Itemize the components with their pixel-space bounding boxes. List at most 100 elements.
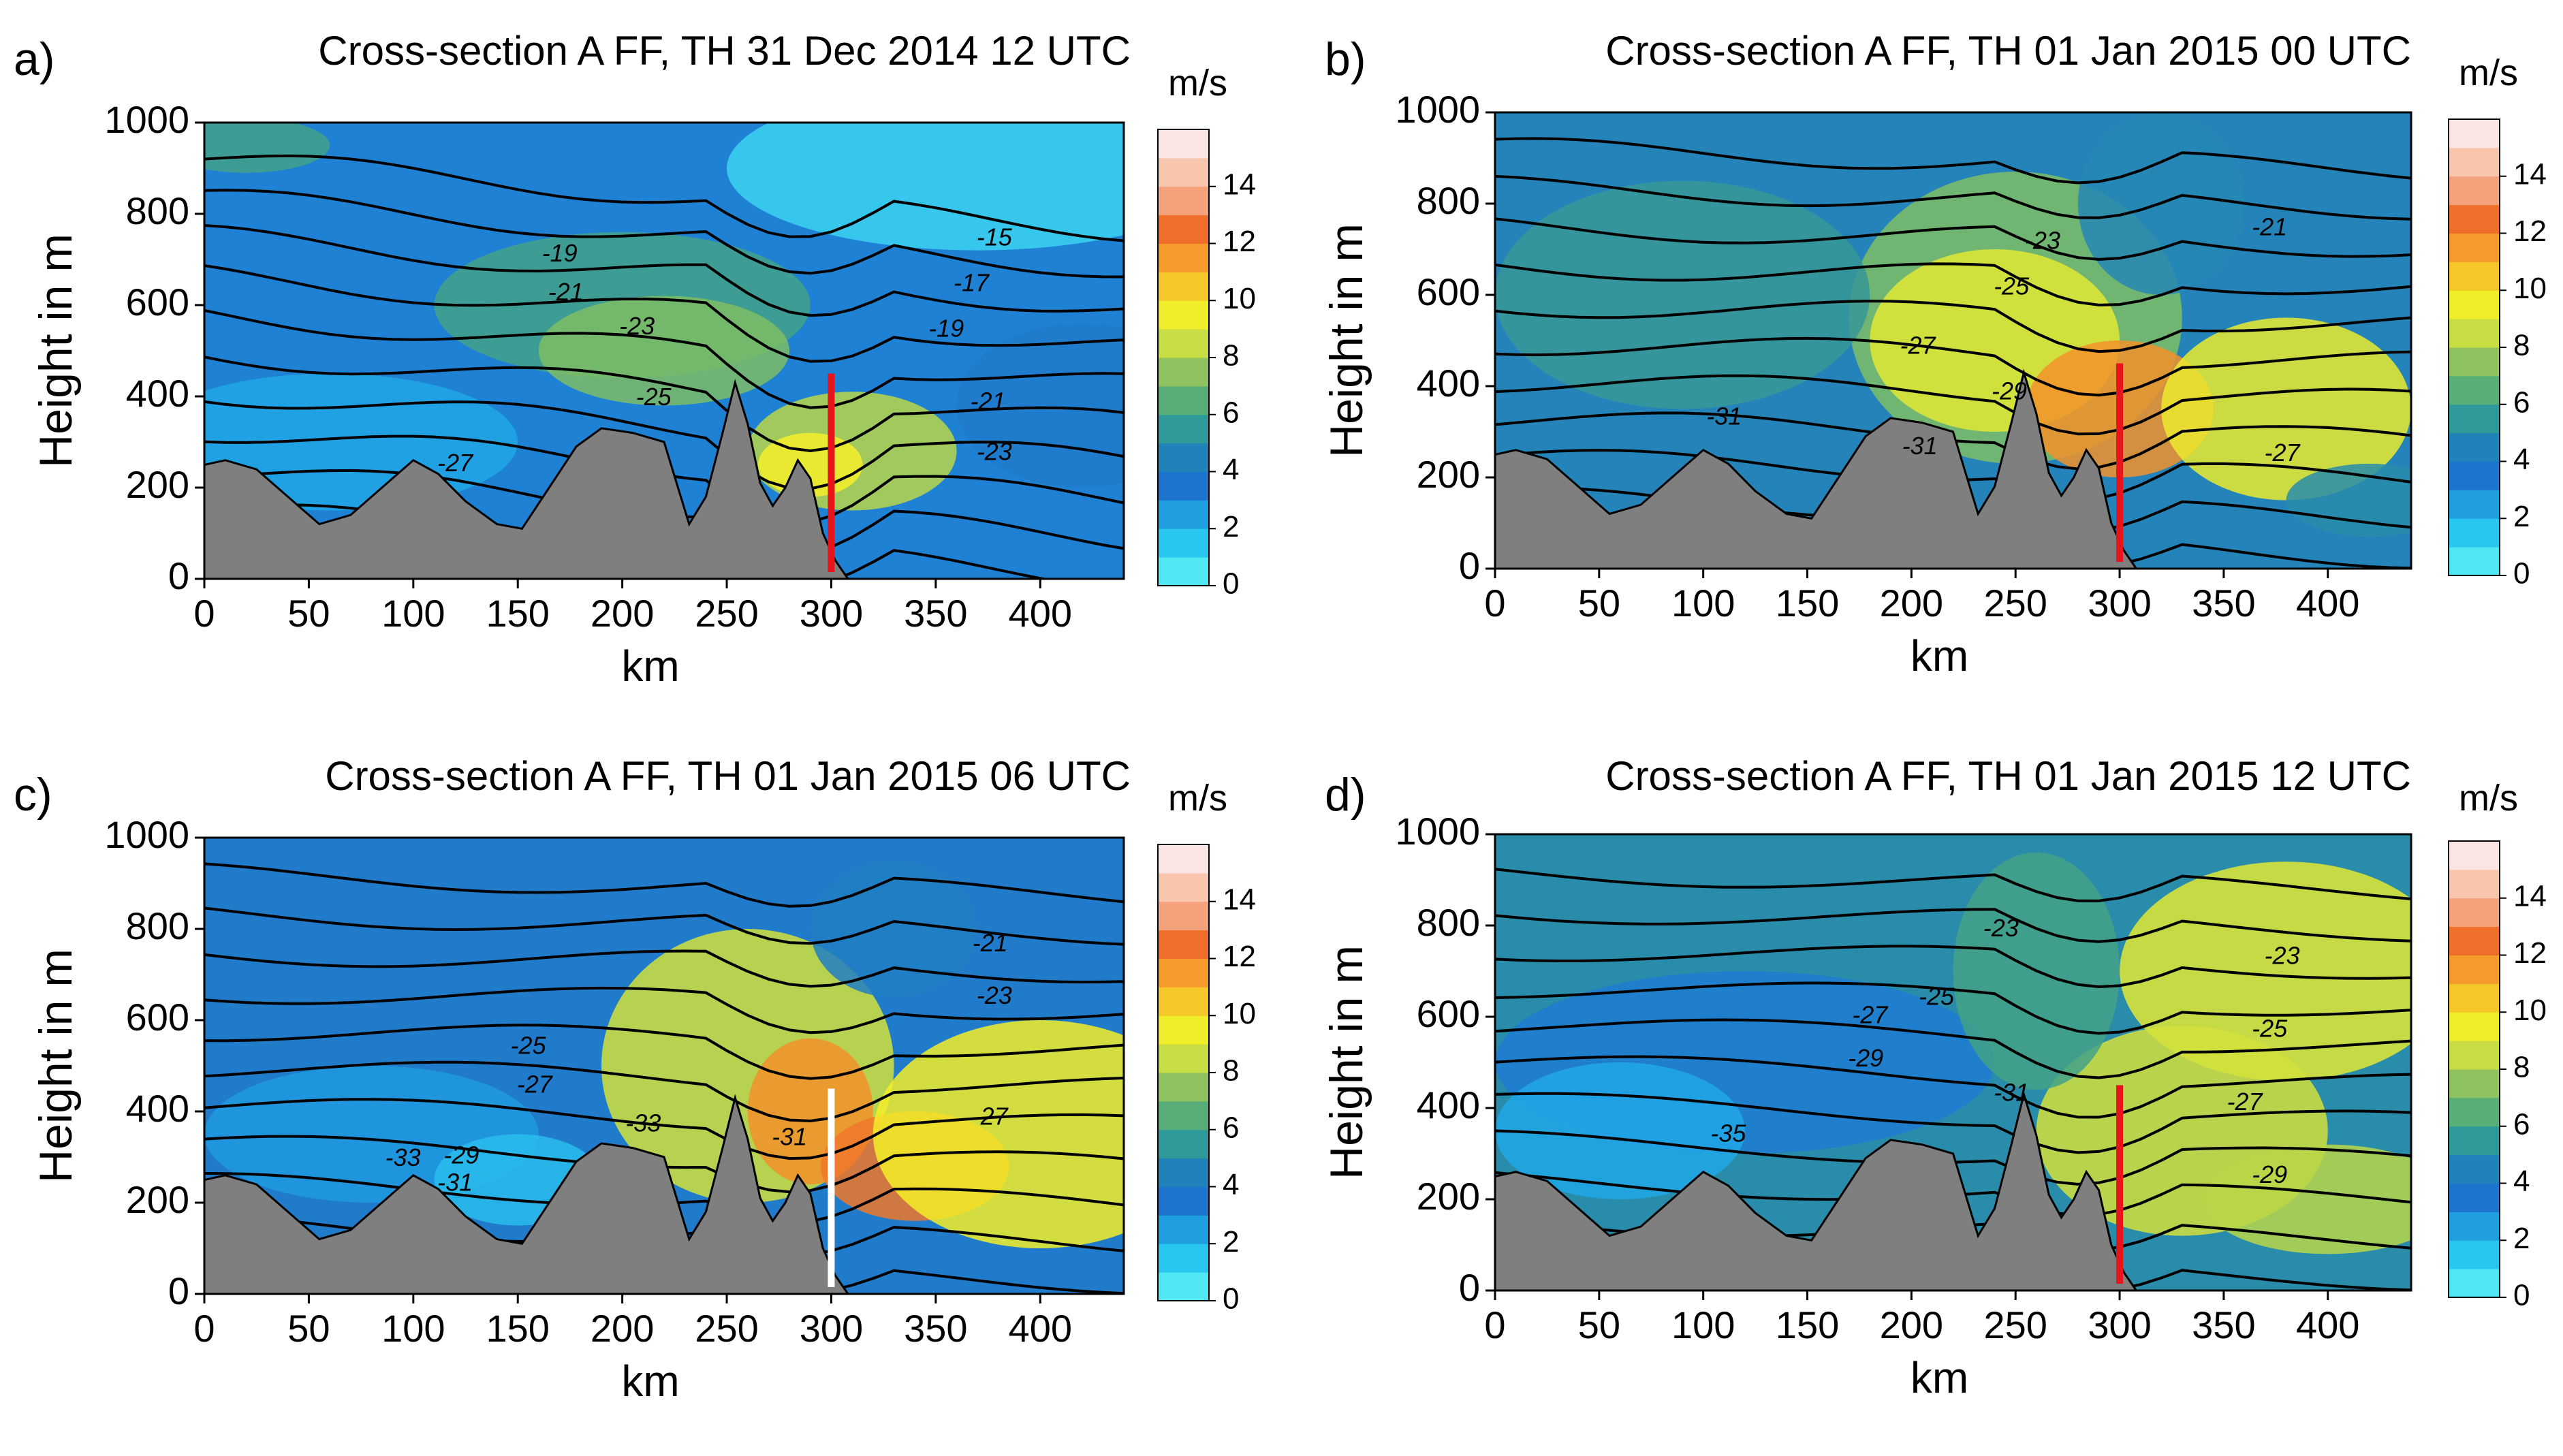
theta-contour: [204, 906, 1124, 946]
contour-label: -17: [954, 268, 990, 296]
x-tick-label: 250: [695, 1307, 758, 1350]
colorbar-tick-label: 0: [2513, 1279, 2530, 1312]
colorbar-tick-label: 2: [2513, 500, 2530, 533]
x-tick-label: 250: [1983, 1303, 2047, 1346]
colorbar-swatch: [1158, 385, 1209, 415]
colorbar-tick-label: 2: [2513, 1222, 2530, 1255]
y-tick-label: 1000: [1395, 810, 1480, 853]
colorbar-tick-label: 12: [2513, 215, 2547, 248]
theta-contour: [1495, 174, 2411, 221]
contour-label: -29: [443, 1141, 479, 1169]
x-tick-label: 50: [1578, 1303, 1620, 1346]
colorbar-swatch: [1158, 872, 1209, 902]
x-tick-label: 350: [2192, 1303, 2255, 1346]
wind-speed-field: -15 -17 -19 -19 -21 -21 -23 -23 -25 -27: [204, 123, 1124, 579]
x-tick-label: 0: [1484, 582, 1505, 624]
theta-contour: [204, 1060, 1124, 1123]
theta-contour: [204, 308, 1124, 409]
wind-patch: [956, 323, 1124, 488]
colorbar-swatch: [2449, 1154, 2500, 1184]
contour-label: -25: [1994, 272, 2030, 300]
x-tick-label: 100: [1671, 1303, 1735, 1346]
colorbar-swatch: [1158, 500, 1209, 529]
y-tick-label: 1000: [104, 813, 189, 856]
y-tick-label: 400: [1417, 1083, 1480, 1126]
x-tick-label: 300: [2088, 582, 2151, 624]
theta-contour: [204, 355, 1124, 453]
x-tick-label: 200: [591, 1307, 654, 1350]
y-tick-label: 600: [1417, 992, 1480, 1035]
plot-frame: [1494, 833, 2412, 1292]
contour-label: -23: [2264, 941, 2299, 969]
colorbar-tick-label: 4: [2513, 1165, 2530, 1198]
theta-contour: [1495, 300, 2411, 353]
terrain: [204, 379, 849, 579]
y-tick-label: 600: [1417, 270, 1480, 313]
colorbar-swatch: [1158, 987, 1209, 1016]
colorbar-tick-label: 8: [2513, 329, 2530, 362]
x-tick-label: 0: [193, 1307, 215, 1350]
contour-label: -25: [1919, 983, 1955, 1011]
x-tick-label: 150: [486, 592, 550, 635]
contour-label: -33: [625, 1109, 661, 1137]
colorbar-tick-label: 8: [1223, 339, 1239, 373]
x-tick-label: 400: [1009, 1307, 1072, 1350]
x-tick-label: 0: [1484, 1303, 1505, 1346]
theta-contour: [204, 949, 1124, 988]
x-tick-label: 300: [800, 1307, 863, 1350]
contour-label: -27: [2264, 439, 2301, 466]
y-tick-label: 800: [126, 189, 189, 232]
colorbar-swatch: [2449, 518, 2500, 548]
colorbar-tick-label: 14: [2513, 879, 2547, 913]
theta-contour: [204, 224, 1124, 317]
y-tick-label: 800: [126, 904, 189, 947]
colorbar-swatch: [2449, 347, 2500, 377]
colorbar-swatch: [2449, 926, 2500, 955]
colorbar-swatch: [1158, 300, 1209, 330]
colorbar-swatch: [2449, 461, 2500, 490]
panel-label: b): [1325, 33, 1366, 85]
colorbar: 0 2 4 6 8 10 12 14 m/s: [2448, 778, 2547, 1312]
colorbar-tick-label: 0: [2513, 557, 2530, 590]
x-tick-label: 100: [381, 592, 445, 635]
colorbar-swatch: [1158, 157, 1209, 187]
x-tick-label: 150: [1776, 582, 1839, 624]
colorbar-swatch: [2449, 432, 2500, 462]
theta-contour: [1495, 336, 2411, 397]
colorbar-swatch: [1158, 243, 1209, 272]
theta-contour: [1495, 908, 2411, 943]
x-tick-label: 200: [1880, 1303, 1943, 1346]
panel-title: Cross-section A FF, TH 01 Jan 2015 00 UT…: [1605, 28, 2411, 74]
theta-contour: [204, 189, 1124, 279]
colorbar-tick-label: 4: [1223, 1168, 1239, 1201]
plot-frame: [203, 121, 1125, 580]
colorbar-swatch: [2449, 119, 2500, 148]
colorbar-tick-label: 14: [2513, 157, 2547, 191]
contour-label: -31: [1994, 1078, 2029, 1106]
contour-label: -23: [977, 437, 1012, 465]
wind-patch: [2286, 463, 2411, 537]
panel-label: a): [14, 33, 54, 85]
wind-speed-field: -23 -23 -25 -25 -27 -27 -29 -29 -31 -35: [1495, 834, 2411, 1291]
x-tick-label: 350: [904, 592, 967, 635]
colorbar-tick-label: 14: [1223, 168, 1256, 201]
colorbar-tick-label: 4: [1223, 453, 1239, 486]
wind-patch: [204, 373, 518, 511]
colorbar-tick-label: 10: [2513, 272, 2547, 305]
colorbar-swatch: [1158, 129, 1209, 159]
contour-label: -19: [542, 239, 578, 267]
panel-b: -21-23-25-27-29-31-31 -270 50 100 150 200 250 3…: [1321, 28, 2547, 680]
colorbar-swatch: [1158, 272, 1209, 301]
theta-contour: [1495, 1018, 2411, 1079]
wind-patch: [1495, 180, 1870, 409]
x-tick-label: 100: [1671, 582, 1735, 624]
y-tick-label: 400: [126, 1087, 189, 1130]
wind-patch: [727, 123, 1124, 251]
panel-label: c): [14, 769, 52, 821]
colorbar-tick-label: 2: [1223, 1225, 1239, 1259]
panel-d: -23-23-25-25-27-27-29-29-31-350 50 100 150 2…: [1321, 753, 2547, 1402]
colorbar-tick-label: 10: [2513, 994, 2547, 1027]
contour-label: -15: [977, 223, 1013, 251]
colorbar-tick-label: 4: [2513, 443, 2530, 476]
